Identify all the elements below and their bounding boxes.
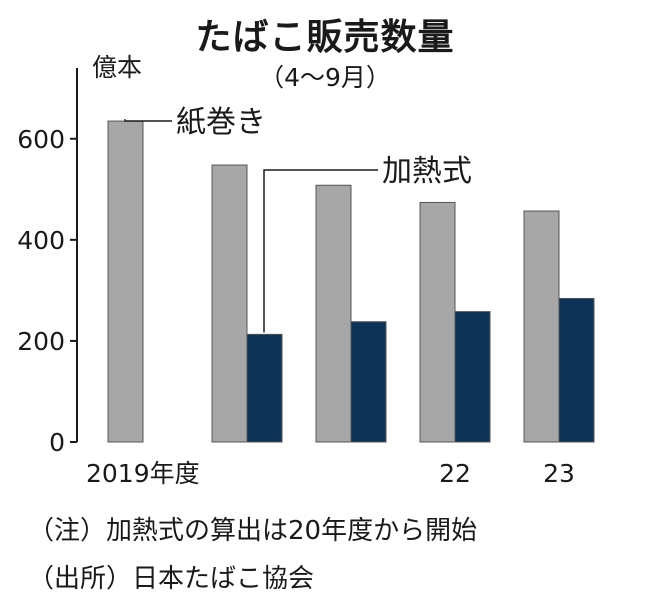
bar-heated — [558, 297, 595, 443]
series-leader-line — [263, 169, 378, 333]
footnote: （注）加熱式の算出は20年度から開始 — [28, 516, 478, 546]
bar-paper — [107, 120, 144, 443]
series-leader-line — [124, 119, 172, 122]
bar-paper — [523, 210, 560, 443]
bar-paper — [419, 201, 456, 443]
chart-title: たばこ販売数量 — [195, 17, 455, 58]
x-tick-label: 2019年度 — [86, 459, 200, 488]
bar-heated — [350, 321, 387, 443]
y-tick-label: 0 — [49, 428, 65, 457]
chart-subtitle: （4〜9月） — [259, 63, 391, 92]
bar-heated — [246, 333, 283, 443]
bar-heated — [454, 311, 491, 443]
x-tick-label: 22 — [439, 459, 471, 488]
series-label-heated: 加熱式 — [382, 154, 472, 189]
y-tick-label: 600 — [17, 125, 65, 154]
y-tick-label: 400 — [17, 226, 65, 255]
source-note: （出所）日本たばこ協会 — [28, 564, 315, 594]
y-axis-unit: 億本 — [92, 53, 143, 82]
y-tick-label: 200 — [17, 327, 65, 356]
bar-paper — [211, 164, 248, 443]
bar-paper — [315, 184, 352, 443]
x-tick-label: 23 — [543, 459, 575, 488]
series-label-paper: 紙巻き — [176, 105, 266, 140]
